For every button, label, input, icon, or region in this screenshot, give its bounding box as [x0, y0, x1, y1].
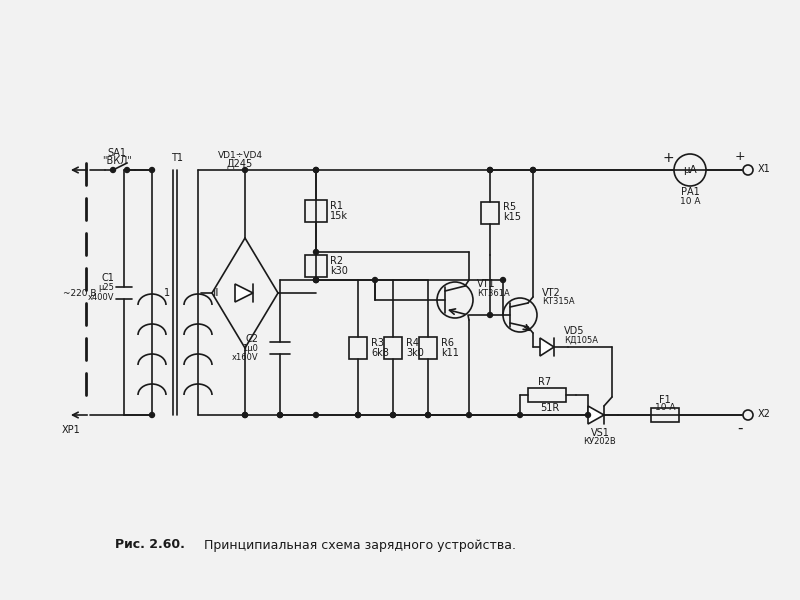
Text: ~220 В: ~220 В: [63, 289, 97, 298]
Bar: [419, 337, 437, 358]
Circle shape: [150, 167, 154, 173]
Bar: [384, 337, 402, 358]
Text: КТ315А: КТ315А: [542, 298, 574, 307]
Circle shape: [242, 413, 247, 418]
Text: 51R: 51R: [540, 403, 560, 413]
Text: R7: R7: [538, 377, 551, 387]
Circle shape: [487, 167, 493, 173]
Text: РА1: РА1: [681, 187, 699, 197]
Text: КД105А: КД105А: [564, 335, 598, 344]
Circle shape: [314, 277, 318, 283]
Circle shape: [278, 413, 282, 418]
Text: Принципиальная схема зарядного устройства.: Принципиальная схема зарядного устройств…: [200, 539, 516, 551]
Circle shape: [125, 167, 130, 173]
Circle shape: [314, 413, 318, 418]
Text: R1: R1: [330, 201, 343, 211]
Text: k15: k15: [503, 212, 521, 223]
Text: SA1: SA1: [107, 148, 126, 158]
Text: k11: k11: [441, 347, 459, 358]
Text: X1: X1: [758, 164, 770, 174]
Text: 15k: 15k: [330, 211, 348, 221]
Text: μА: μА: [683, 165, 697, 175]
Text: VT2: VT2: [542, 288, 561, 298]
Circle shape: [314, 277, 318, 283]
Circle shape: [518, 413, 522, 418]
Circle shape: [487, 313, 493, 317]
Circle shape: [530, 167, 535, 173]
Circle shape: [150, 413, 154, 418]
Text: T1: T1: [171, 153, 183, 163]
Text: C1: C1: [101, 273, 114, 283]
Text: +: +: [662, 151, 674, 165]
Text: II: II: [213, 288, 219, 298]
Text: 6k8: 6k8: [371, 347, 389, 358]
Bar: [528, 388, 566, 402]
Text: Рис. 2.60.: Рис. 2.60.: [115, 539, 185, 551]
Polygon shape: [540, 338, 554, 356]
Text: x400V: x400V: [87, 293, 114, 302]
Circle shape: [373, 277, 378, 283]
Circle shape: [242, 167, 247, 173]
Text: k30: k30: [330, 266, 348, 276]
Circle shape: [110, 167, 115, 173]
Polygon shape: [235, 284, 253, 302]
Text: F1: F1: [659, 395, 671, 405]
Circle shape: [278, 413, 282, 418]
Circle shape: [390, 413, 395, 418]
Text: 1μ0: 1μ0: [242, 344, 258, 353]
Bar: [305, 200, 327, 222]
Text: "ВКЛ": "ВКЛ": [102, 156, 132, 166]
Text: ХР1: ХР1: [62, 425, 80, 435]
Circle shape: [314, 277, 318, 283]
Text: VD5: VD5: [564, 326, 585, 336]
Circle shape: [314, 250, 318, 254]
Text: VT1: VT1: [477, 279, 496, 289]
Text: x160V: x160V: [231, 353, 258, 362]
Text: 10 А: 10 А: [654, 403, 675, 413]
Text: +: +: [734, 151, 746, 163]
Circle shape: [314, 167, 318, 173]
Circle shape: [487, 167, 493, 173]
Circle shape: [314, 167, 318, 173]
Text: X2: X2: [758, 409, 771, 419]
Text: КТ361А: КТ361А: [477, 289, 510, 298]
Bar: [349, 337, 367, 358]
Text: -: -: [738, 421, 742, 436]
Circle shape: [530, 167, 535, 173]
Text: VD1÷VD4: VD1÷VD4: [218, 151, 262, 160]
Circle shape: [355, 413, 361, 418]
Circle shape: [390, 413, 395, 418]
Text: 1: 1: [164, 288, 170, 298]
Circle shape: [501, 277, 506, 283]
Text: 10 А: 10 А: [680, 196, 700, 205]
Text: КУ202В: КУ202В: [584, 437, 616, 446]
Text: C2: C2: [245, 335, 258, 344]
Bar: [305, 255, 327, 277]
Circle shape: [466, 413, 471, 418]
Text: μ25: μ25: [98, 283, 114, 292]
Circle shape: [355, 413, 361, 418]
Text: R5: R5: [503, 202, 516, 212]
Bar: [651, 408, 679, 422]
Text: Д245: Д245: [227, 159, 253, 169]
Text: VS1: VS1: [590, 428, 610, 438]
Circle shape: [586, 413, 590, 418]
Text: R6: R6: [441, 337, 454, 347]
Bar: [481, 202, 499, 223]
Text: R3: R3: [371, 337, 384, 347]
Text: R2: R2: [330, 256, 343, 266]
Polygon shape: [588, 406, 604, 424]
Circle shape: [242, 413, 247, 418]
Circle shape: [426, 413, 430, 418]
Text: R4: R4: [406, 337, 419, 347]
Circle shape: [426, 413, 430, 418]
Text: 3k0: 3k0: [406, 347, 424, 358]
